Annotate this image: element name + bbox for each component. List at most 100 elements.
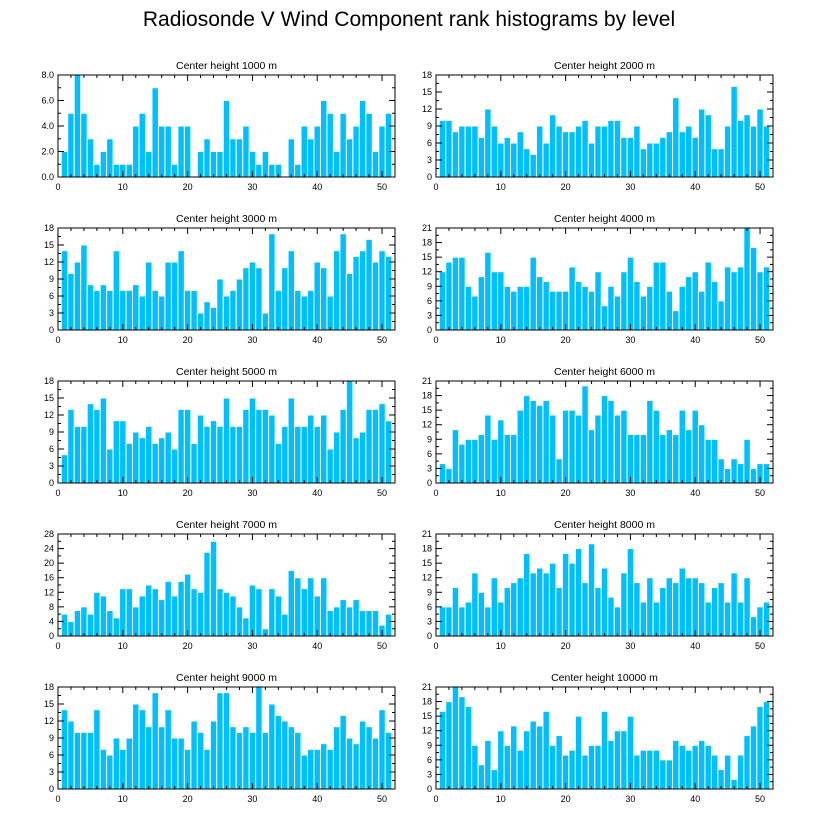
bar [157, 726, 166, 790]
bar [345, 606, 354, 637]
bar [736, 119, 745, 178]
bar [516, 285, 524, 331]
bar [365, 408, 373, 484]
bar [529, 153, 537, 178]
y-tick-label: 12 [44, 257, 54, 267]
bar [516, 131, 524, 178]
bar [484, 739, 492, 790]
bar [451, 131, 460, 178]
bar [274, 595, 283, 637]
bar [574, 548, 583, 637]
bar [749, 467, 758, 484]
bar [229, 289, 237, 331]
y-tick-label: 12 [422, 573, 432, 583]
x-tick-label: 0 [433, 641, 438, 651]
bar [157, 125, 166, 178]
x-tick-label: 0 [55, 794, 60, 804]
x-tick-label: 30 [247, 641, 257, 651]
bar [691, 577, 699, 637]
bar [717, 582, 725, 637]
bar [144, 151, 153, 178]
x-tick-label: 40 [312, 182, 322, 192]
y-tick-label: 2.0 [41, 147, 54, 157]
bar [281, 720, 289, 790]
x-tick-label: 50 [377, 335, 387, 345]
bar [229, 726, 237, 790]
bar [358, 100, 367, 178]
panel-title: Center height 10000 m [551, 672, 658, 684]
bar [471, 125, 479, 178]
x-tick-label: 50 [755, 335, 765, 345]
bar [626, 548, 635, 637]
bar [600, 395, 609, 484]
y-tick-label: 0 [427, 631, 432, 641]
x-tick-label: 40 [312, 488, 322, 498]
bar [659, 433, 667, 484]
y-tick-label: 9 [427, 281, 432, 291]
bar [548, 114, 557, 178]
bar [659, 586, 667, 637]
y-tick-label: 6 [49, 444, 54, 454]
y-tick-label: 3 [427, 155, 432, 165]
bar [587, 429, 596, 484]
bar [594, 586, 602, 637]
bar [477, 764, 486, 790]
bar [503, 586, 512, 637]
bar [106, 138, 114, 178]
bar [112, 250, 121, 331]
bar [229, 595, 237, 637]
bar [685, 749, 693, 790]
x-tick-label: 50 [755, 182, 765, 192]
x-tick-label: 0 [55, 335, 60, 345]
bar [248, 261, 257, 331]
bar [710, 280, 719, 331]
bar [86, 138, 95, 178]
bar [170, 448, 179, 484]
bar [300, 754, 309, 790]
bar [125, 737, 134, 790]
bar [717, 300, 725, 331]
bar [281, 425, 289, 484]
bar [646, 749, 654, 790]
y-tick-label: 0 [49, 478, 54, 488]
bar [157, 599, 166, 637]
bar [112, 737, 121, 790]
bar [484, 414, 492, 484]
bar [594, 414, 602, 484]
y-tick-label: 12 [422, 267, 432, 277]
bar [138, 595, 146, 637]
bar [600, 710, 609, 790]
y-tick-label: 6 [427, 602, 432, 612]
bar [300, 425, 309, 484]
bar [736, 463, 745, 484]
bar [358, 250, 367, 331]
y-tick-label: 6 [49, 291, 54, 301]
y-tick-label: 0 [49, 631, 54, 641]
bar [574, 125, 583, 178]
bar [371, 408, 380, 484]
bar [639, 601, 648, 637]
bar [555, 586, 563, 637]
bar [125, 588, 134, 637]
bar [672, 433, 680, 484]
bar [378, 709, 386, 790]
bar [471, 295, 479, 331]
bar [319, 743, 328, 790]
x-tick-label: 20 [183, 335, 193, 345]
bar [60, 454, 69, 484]
bar [248, 731, 257, 790]
bar [281, 613, 289, 637]
x-tick-label: 20 [183, 794, 193, 804]
bar [255, 408, 263, 484]
bar [458, 696, 466, 790]
bar [723, 754, 732, 790]
x-tick-label: 20 [561, 335, 571, 345]
bar [471, 572, 479, 637]
bar [730, 572, 738, 637]
bar [685, 125, 693, 178]
y-tick-label: 15 [44, 699, 54, 709]
bar [503, 433, 512, 484]
bar [451, 686, 460, 790]
bar [697, 739, 706, 790]
bar [678, 409, 687, 484]
